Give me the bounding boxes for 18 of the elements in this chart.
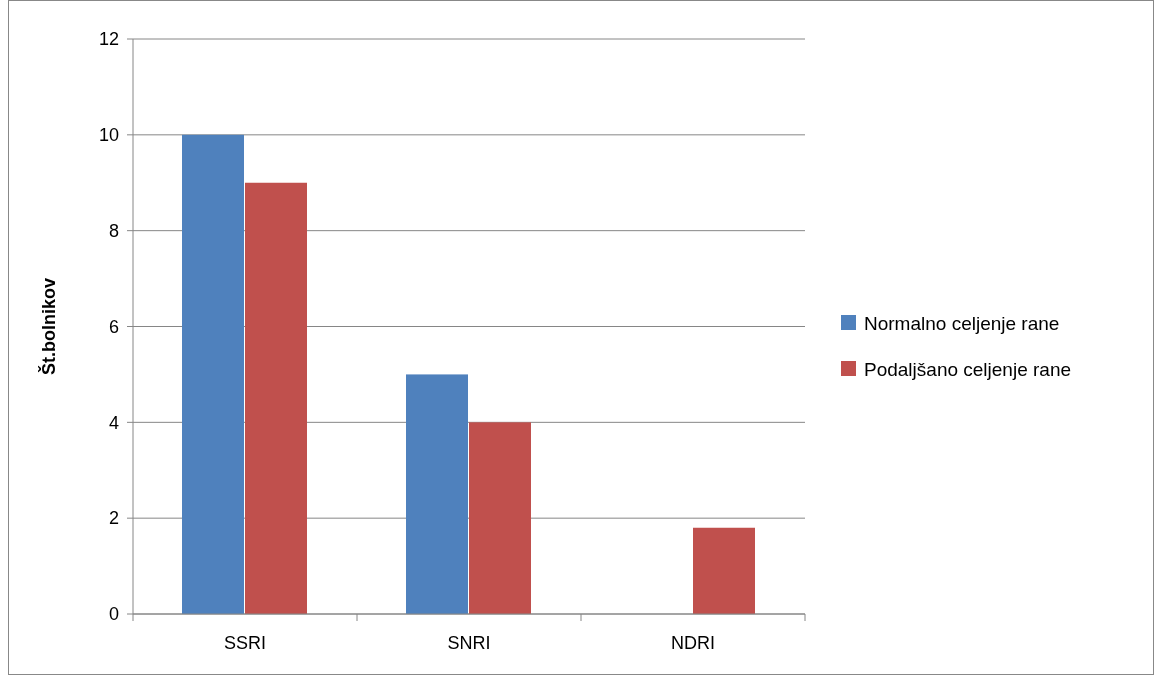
y-axis-title: Št.bolnikov [38,277,59,376]
y-tick-label: 6 [108,316,119,337]
bar [406,374,468,614]
bar [693,527,755,614]
bar [469,422,531,614]
y-tick-label: 4 [108,412,119,433]
y-tick-label: 2 [108,508,119,529]
y-tick-label: 0 [108,604,119,625]
x-tick-label: NDRI [671,633,715,653]
legend-label: Normalno celjenje rane [864,312,1060,334]
bar [182,134,244,614]
x-tick-label: SNRI [447,633,491,653]
y-tick-label: 12 [98,29,119,50]
y-tick-label: 10 [98,125,119,146]
bar [245,182,307,614]
x-tick-label: SSRI [223,633,267,653]
legend-label: Podaljšano celjenje rane [864,358,1072,380]
y-tick-label: 8 [108,220,119,241]
